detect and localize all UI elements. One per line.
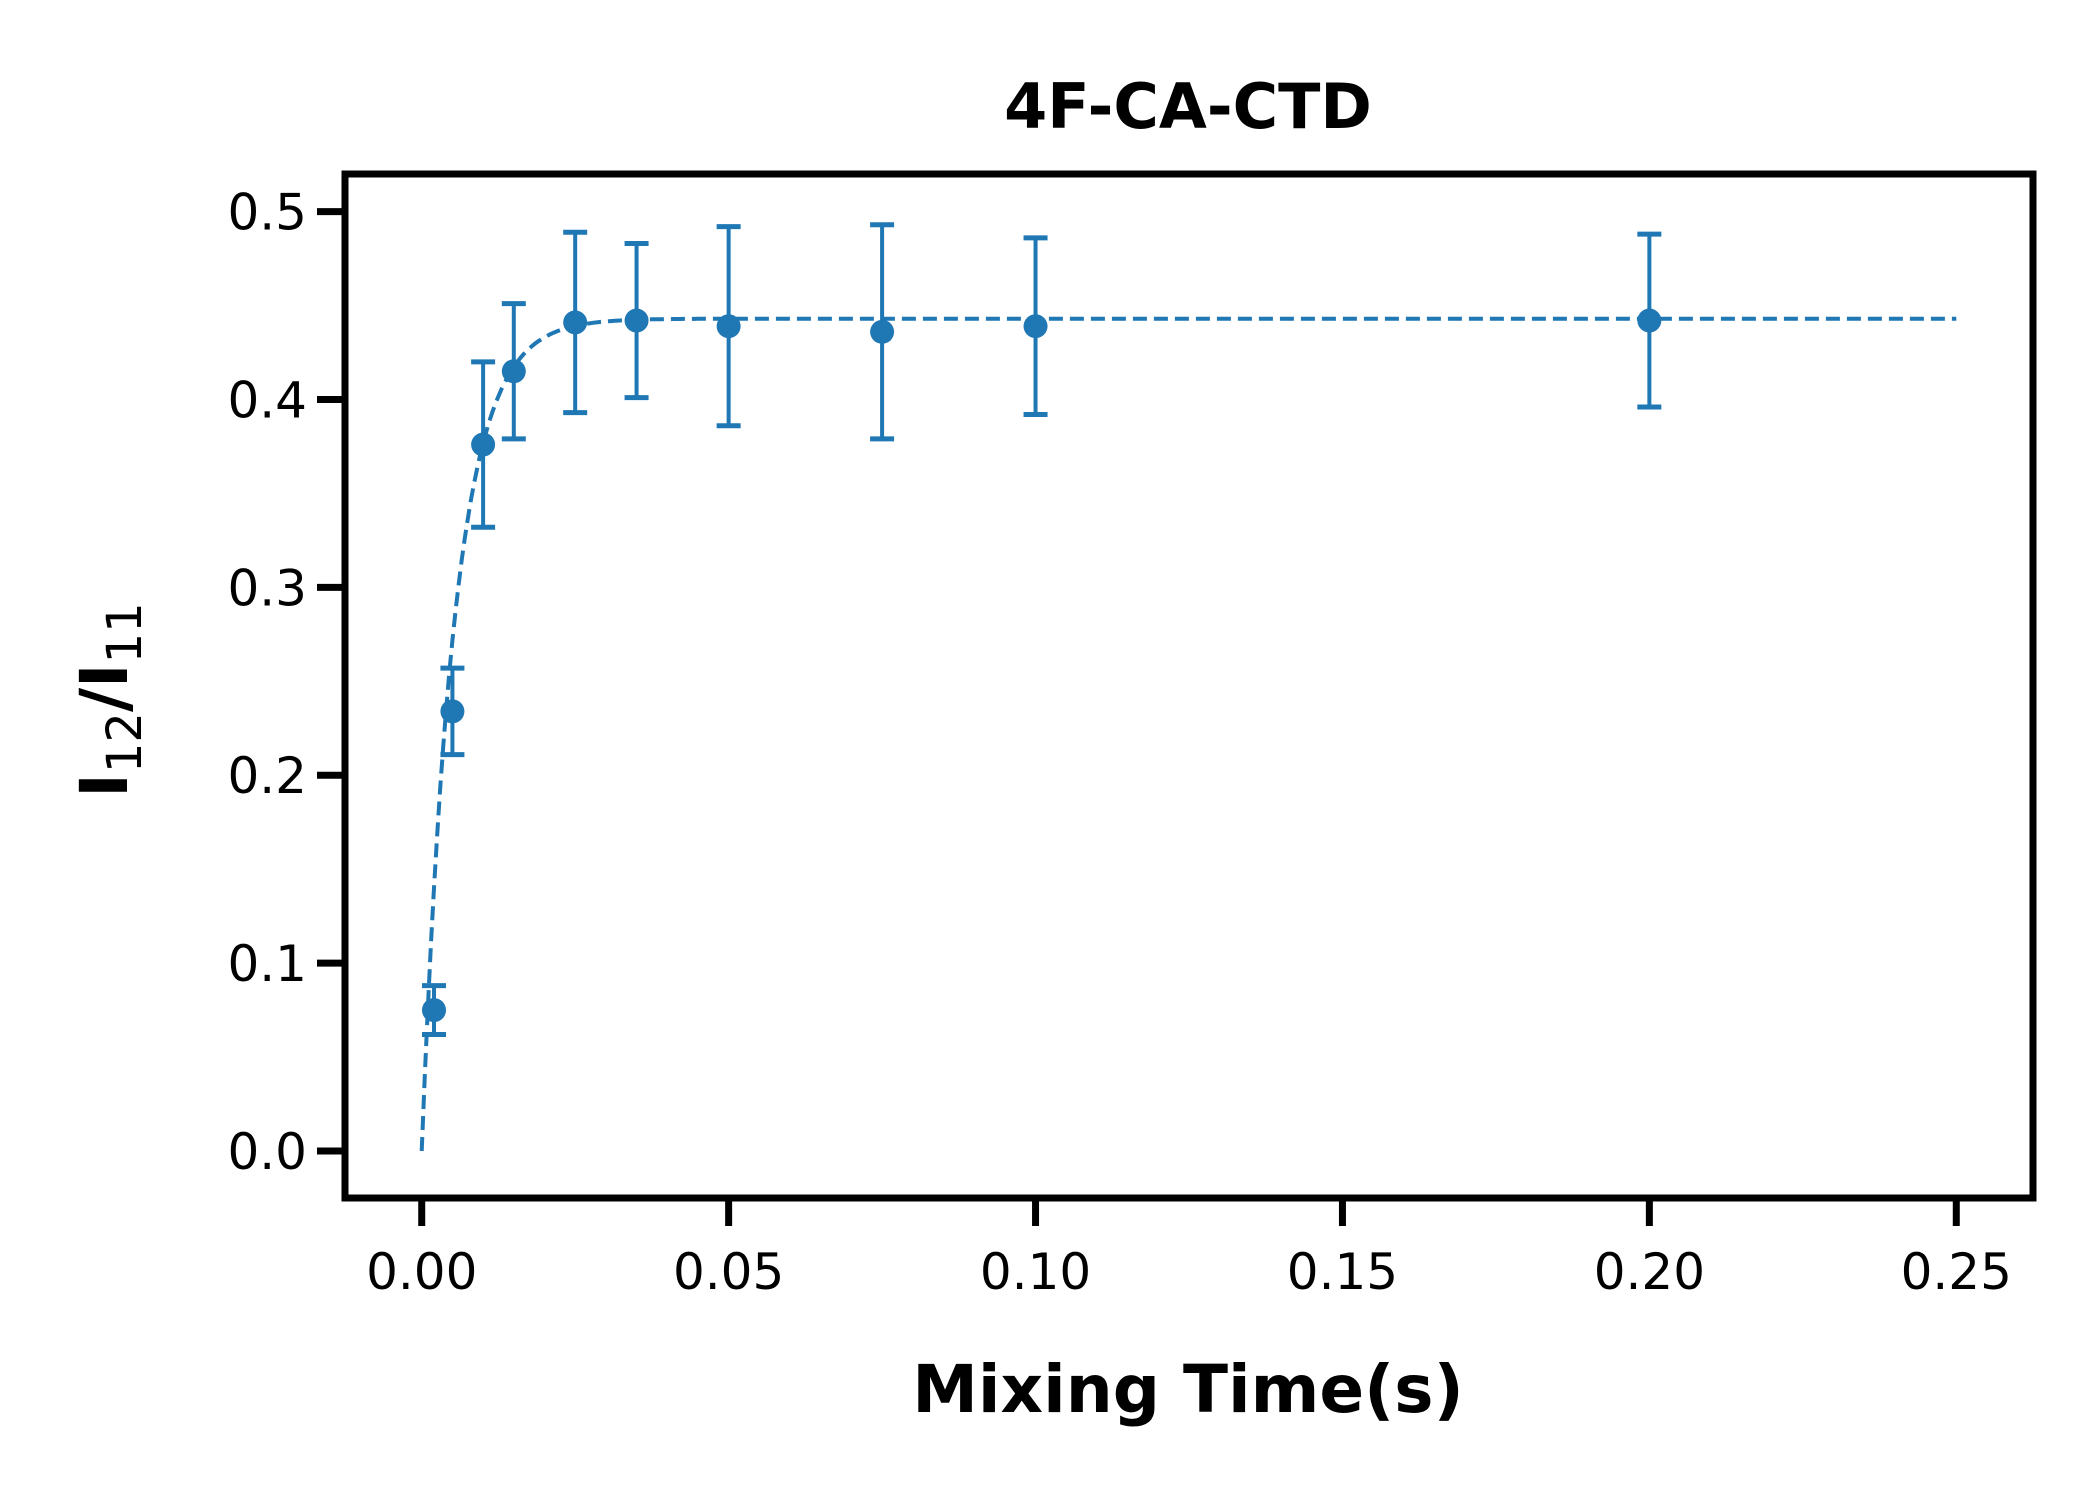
data-point — [716, 314, 741, 339]
x-tick-label: 0.20 — [1594, 1243, 1705, 1301]
data-point — [870, 319, 895, 344]
plot-frame — [341, 170, 2037, 1202]
y-tick-label: 0.4 — [227, 371, 307, 429]
chart-title: 4F-CA-CTD — [1004, 70, 1372, 143]
y-axis-title-base-1: I — [66, 773, 143, 798]
x-tick-label: 0.15 — [1287, 1243, 1398, 1301]
y-tick-label: 0.3 — [227, 559, 307, 617]
x-tick-label: 0.25 — [1901, 1243, 2012, 1301]
y-axis-title-subscript-1: 12 — [97, 712, 153, 773]
data-point — [624, 308, 649, 333]
fit-curve-layer — [419, 316, 1957, 1152]
x-tick-label: 0.00 — [366, 1243, 477, 1301]
fit-curve-line — [419, 316, 1957, 1152]
y-axis-title: I12/I11 — [66, 602, 153, 797]
y-axis-title-base-2: I — [66, 663, 143, 688]
data-point — [422, 998, 447, 1023]
data-point — [471, 432, 496, 457]
y-tick-label: 0.1 — [227, 935, 307, 993]
x-axis-title: Mixing Time(s) — [912, 1351, 1464, 1428]
x-tick-label: 0.10 — [980, 1243, 1091, 1301]
y-tick-label: 0.5 — [227, 184, 307, 242]
y-tick-label: 0.0 — [227, 1123, 307, 1181]
x-axis-ticks: 0.00 0.05 0.10 0.15 0.20 0.25 — [366, 1198, 2012, 1301]
data-point — [501, 359, 526, 384]
data-point — [440, 699, 465, 724]
data-point — [1637, 308, 1662, 333]
y-axis-title-subscript-2: 11 — [97, 602, 153, 663]
error-bars-layer — [422, 222, 1662, 1038]
y-axis-title-slash: / — [66, 687, 143, 712]
y-axis-ticks: 0.0 0.1 0.2 0.3 0.4 0.5 — [227, 184, 345, 1181]
y-axis-title-group: I12/I11 — [66, 602, 153, 797]
x-tick-label: 0.05 — [673, 1243, 784, 1301]
y-tick-label: 0.2 — [227, 747, 307, 805]
data-point — [1023, 314, 1048, 339]
data-points-layer — [422, 308, 1662, 1023]
data-point — [563, 310, 588, 335]
